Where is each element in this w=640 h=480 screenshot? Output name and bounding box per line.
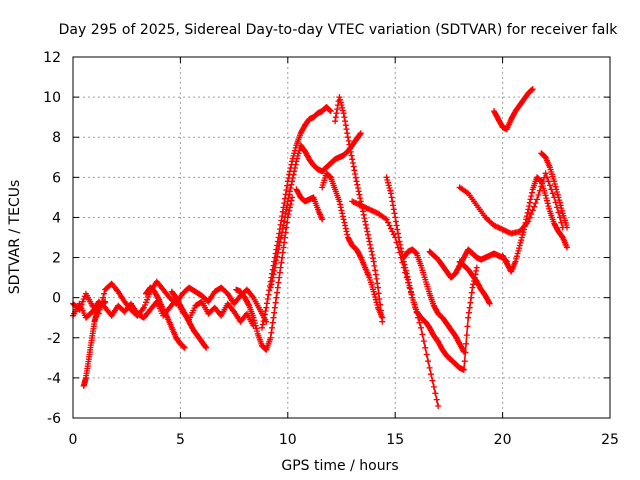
series-markers [499, 174, 570, 275]
series-markers [267, 130, 364, 291]
y-axis-label: SDTVAR / TECUs [7, 180, 23, 295]
y-tick-label: 0 [52, 291, 61, 307]
series-markers [233, 194, 296, 353]
x-tick-label: 5 [176, 432, 185, 448]
series-markers [426, 246, 510, 281]
y-tick-label: 2 [52, 251, 61, 267]
y-tick-label: -2 [47, 331, 61, 347]
series-markers [143, 284, 188, 351]
y-tick-label: 12 [43, 50, 61, 66]
x-tick-label: 20 [494, 432, 512, 448]
series-markers [293, 186, 326, 223]
y-tick-label: 10 [43, 90, 61, 106]
y-tick-label: 8 [52, 130, 61, 146]
series-arc3 [80, 298, 109, 389]
series-markers [491, 86, 536, 133]
y-tick-label: -6 [47, 411, 61, 427]
series-arc13 [383, 174, 480, 373]
x-tick-label: 15 [386, 432, 404, 448]
series-markers [80, 298, 109, 389]
x-tick-label: 25 [601, 432, 619, 448]
x-tick-labels: 0 5 10 15 20 25 [69, 432, 619, 448]
series-arc19 [491, 86, 536, 133]
series-arc8 [267, 130, 364, 291]
series-markers [383, 174, 480, 373]
y-tick-label: 6 [52, 170, 61, 186]
axis-ticks [72, 56, 611, 419]
series-arc14 [400, 246, 467, 355]
series-markers [456, 258, 493, 307]
series-markers [456, 170, 566, 237]
series-arc16 [456, 258, 493, 307]
series-arc6 [233, 194, 296, 353]
series-arc17 [456, 170, 566, 237]
series-line [385, 177, 478, 372]
y-tick-label: -4 [47, 371, 61, 387]
x-axis-label: GPS time / hours [281, 458, 398, 474]
series-markers [319, 170, 386, 321]
series-markers [332, 94, 386, 325]
series-arc11 [332, 94, 386, 325]
series-arc10 [319, 170, 386, 321]
x-tick-label: 10 [279, 432, 297, 448]
series-markers [538, 150, 570, 231]
series-arc20 [538, 150, 570, 231]
series-arc4 [143, 284, 188, 351]
series-arc9 [293, 186, 326, 223]
y-tick-labels: -6 -4 -2 0 2 4 6 8 10 12 [43, 50, 61, 427]
chart-title: Day 295 of 2025, Sidereal Day-to-day VTE… [59, 22, 619, 38]
y-tick-label: 4 [52, 210, 61, 226]
series-markers [168, 288, 210, 351]
series-arc5 [168, 288, 210, 351]
series-markers [400, 246, 467, 355]
data-series [70, 86, 570, 409]
series-arc15 [426, 246, 510, 281]
plot-frame [72, 56, 611, 419]
series-arc18 [499, 174, 570, 275]
x-tick-label: 0 [69, 432, 78, 448]
